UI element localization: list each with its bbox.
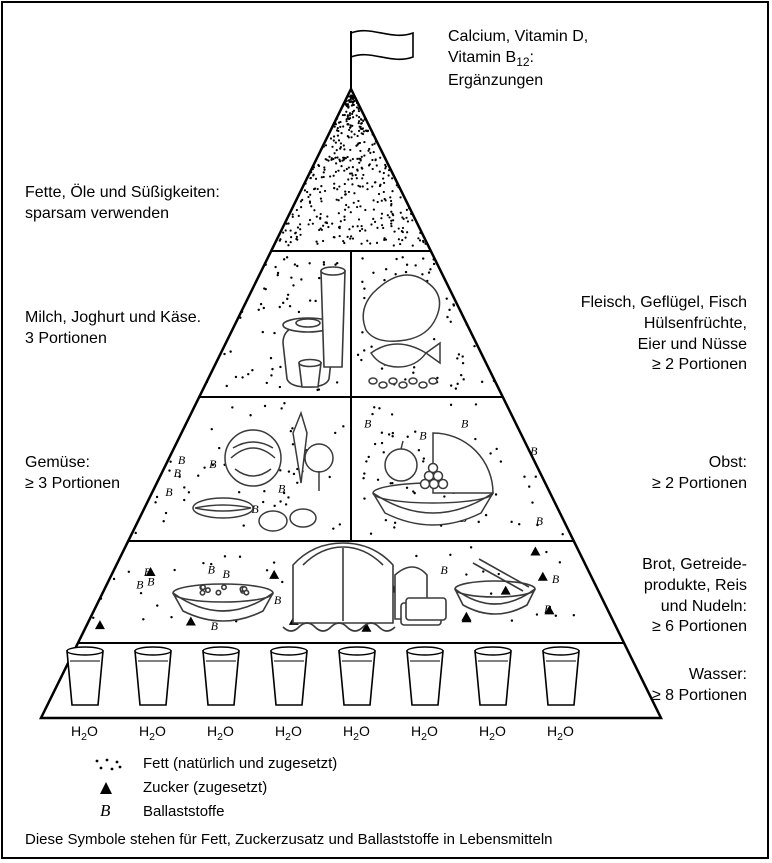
svg-text:B: B: [209, 457, 217, 471]
svg-text:B: B: [147, 575, 155, 589]
label-grains: Brot, Getreide- produkte, Reis und Nudel…: [642, 555, 747, 638]
water-label: H2O: [479, 723, 506, 743]
pyramid-svg: BBBBBBBBBBBBBBBBBBBBBBBBBBBB: [3, 3, 769, 859]
legend-text-ballast: Ballaststoffe: [143, 803, 224, 820]
label-dairy: Milch, Joghurt und Käse. 3 Portionen: [25, 308, 201, 350]
water-label: H2O: [71, 723, 98, 743]
svg-text:B: B: [274, 593, 282, 607]
water-label: H2O: [275, 723, 302, 743]
svg-text:B: B: [208, 562, 216, 576]
water-label: H2O: [547, 723, 574, 743]
legend-text-zucker: Zucker (zugesetzt): [143, 779, 267, 796]
water-label: H2O: [207, 723, 234, 743]
svg-text:B: B: [223, 567, 231, 581]
water-label: H2O: [411, 723, 438, 743]
label-fruit: Obst: ≥ 2 Portionen: [652, 453, 747, 495]
svg-text:B: B: [536, 514, 544, 528]
svg-text:B: B: [364, 416, 372, 430]
label-supplements: Calcium, Vitamin D, Vitamin B12: Ergänzu…: [448, 27, 588, 91]
legend-swatch-zucker: [98, 780, 118, 798]
label-protein: Fleisch, Geflügel, Fisch Hülsenfrüchte, …: [581, 293, 747, 376]
svg-text:B: B: [165, 485, 173, 499]
legend-footer: Diese Symbole stehen für Fett, Zuckerzus…: [25, 831, 553, 848]
label-veg: Gemüse: ≥ 3 Portionen: [25, 453, 120, 495]
legend-swatch-fett: [91, 755, 125, 775]
svg-text:B: B: [461, 417, 469, 431]
svg-text:B: B: [440, 563, 448, 577]
svg-text:B: B: [552, 572, 560, 586]
water-label: H2O: [139, 723, 166, 743]
svg-text:B: B: [544, 602, 552, 616]
svg-text:B: B: [136, 578, 144, 592]
water-label: H2O: [343, 723, 370, 743]
svg-text:B: B: [419, 428, 427, 442]
svg-text:B: B: [174, 466, 182, 480]
svg-text:B: B: [530, 444, 538, 458]
label-fats-tip: Fette, Öle und Süßigkeiten: sparsam verw…: [25, 183, 220, 225]
label-water: Wasser: ≥ 8 Portionen: [652, 665, 747, 707]
diagram-frame: BBBBBBBBBBBBBBBBBBBBBBBBBBBB Calcium, Vi…: [1, 1, 769, 859]
legend-swatch-ballast: B: [100, 801, 110, 821]
legend-text-fett: Fett (natürlich und zugesetzt): [143, 755, 337, 772]
svg-text:B: B: [278, 482, 286, 496]
